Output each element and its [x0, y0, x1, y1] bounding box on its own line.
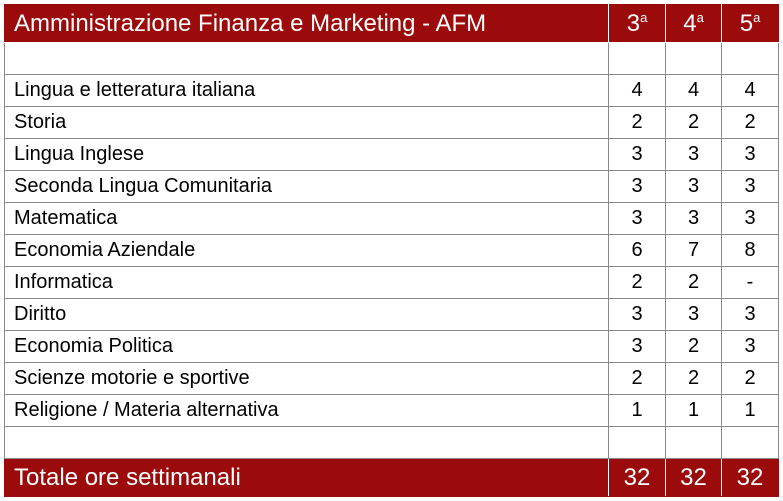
subject-name: Seconda Lingua Comunitaria: [4, 170, 609, 203]
hours-year-4: 1: [665, 394, 722, 427]
hours-year-4: 2: [665, 330, 722, 363]
year-4-header: 4a: [665, 4, 722, 43]
hours-year-5: -: [721, 266, 779, 299]
hours-year-4: 7: [665, 234, 722, 267]
hours-year-4: 4: [665, 74, 722, 107]
hours-year-5: 3: [721, 330, 779, 363]
year-5-header: 5a: [721, 4, 779, 43]
total-year-3: 32: [608, 458, 666, 497]
hours-year-3: 3: [608, 330, 666, 363]
total-label: Totale ore settimanali: [4, 458, 609, 497]
hours-year-5: 3: [721, 170, 779, 203]
subject-name: Storia: [4, 106, 609, 139]
hours-year-3: 2: [608, 266, 666, 299]
spacer-row: [4, 42, 779, 75]
hours-year-3: 6: [608, 234, 666, 267]
curriculum-table: Amministrazione Finanza e Marketing - AF…: [4, 4, 779, 497]
table-row: Storia 2 2 2: [4, 106, 779, 139]
total-year-4: 32: [665, 458, 722, 497]
header-row: Amministrazione Finanza e Marketing - AF…: [4, 4, 779, 43]
hours-year-5: 8: [721, 234, 779, 267]
hours-year-4: 3: [665, 170, 722, 203]
total-year-5: 32: [721, 458, 779, 497]
hours-year-3: 1: [608, 394, 666, 427]
subject-name: Lingua e letteratura italiana: [4, 74, 609, 107]
subject-name: Matematica: [4, 202, 609, 235]
subject-name: Lingua Inglese: [4, 138, 609, 171]
hours-year-4: 2: [665, 106, 722, 139]
hours-year-4: 3: [665, 202, 722, 235]
hours-year-5: 3: [721, 298, 779, 331]
table-row: Matematica 3 3 3: [4, 202, 779, 235]
hours-year-5: 4: [721, 74, 779, 107]
hours-year-3: 3: [608, 170, 666, 203]
hours-year-5: 3: [721, 138, 779, 171]
hours-year-5: 3: [721, 202, 779, 235]
subject-name: Economia Politica: [4, 330, 609, 363]
table-row: Lingua e letteratura italiana 4 4 4: [4, 74, 779, 107]
hours-year-3: 3: [608, 202, 666, 235]
subject-name: Informatica: [4, 266, 609, 299]
hours-year-3: 3: [608, 138, 666, 171]
table-title: Amministrazione Finanza e Marketing - AF…: [4, 4, 609, 43]
table-row: Religione / Materia alternativa 1 1 1: [4, 394, 779, 427]
year-3-header: 3a: [608, 4, 666, 43]
hours-year-3: 2: [608, 362, 666, 395]
table-row: Scienze motorie e sportive 2 2 2: [4, 362, 779, 395]
hours-year-4: 2: [665, 266, 722, 299]
subject-name: Economia Aziendale: [4, 234, 609, 267]
hours-year-4: 2: [665, 362, 722, 395]
hours-year-4: 3: [665, 138, 722, 171]
subject-name: Scienze motorie e sportive: [4, 362, 609, 395]
table-row: Economia Politica 3 2 3: [4, 330, 779, 363]
subject-name: Religione / Materia alternativa: [4, 394, 609, 427]
total-row: Totale ore settimanali 32 32 32: [4, 458, 779, 497]
table-row: Seconda Lingua Comunitaria 3 3 3: [4, 170, 779, 203]
hours-year-4: 3: [665, 298, 722, 331]
subject-name: Diritto: [4, 298, 609, 331]
hours-year-5: 1: [721, 394, 779, 427]
table-row: Lingua Inglese 3 3 3: [4, 138, 779, 171]
hours-year-5: 2: [721, 362, 779, 395]
hours-year-3: 2: [608, 106, 666, 139]
table-row: Informatica 2 2 -: [4, 266, 779, 299]
table-row: Diritto 3 3 3: [4, 298, 779, 331]
hours-year-5: 2: [721, 106, 779, 139]
hours-year-3: 3: [608, 298, 666, 331]
table-row: Economia Aziendale 6 7 8: [4, 234, 779, 267]
hours-year-3: 4: [608, 74, 666, 107]
spacer-row: [4, 426, 779, 459]
